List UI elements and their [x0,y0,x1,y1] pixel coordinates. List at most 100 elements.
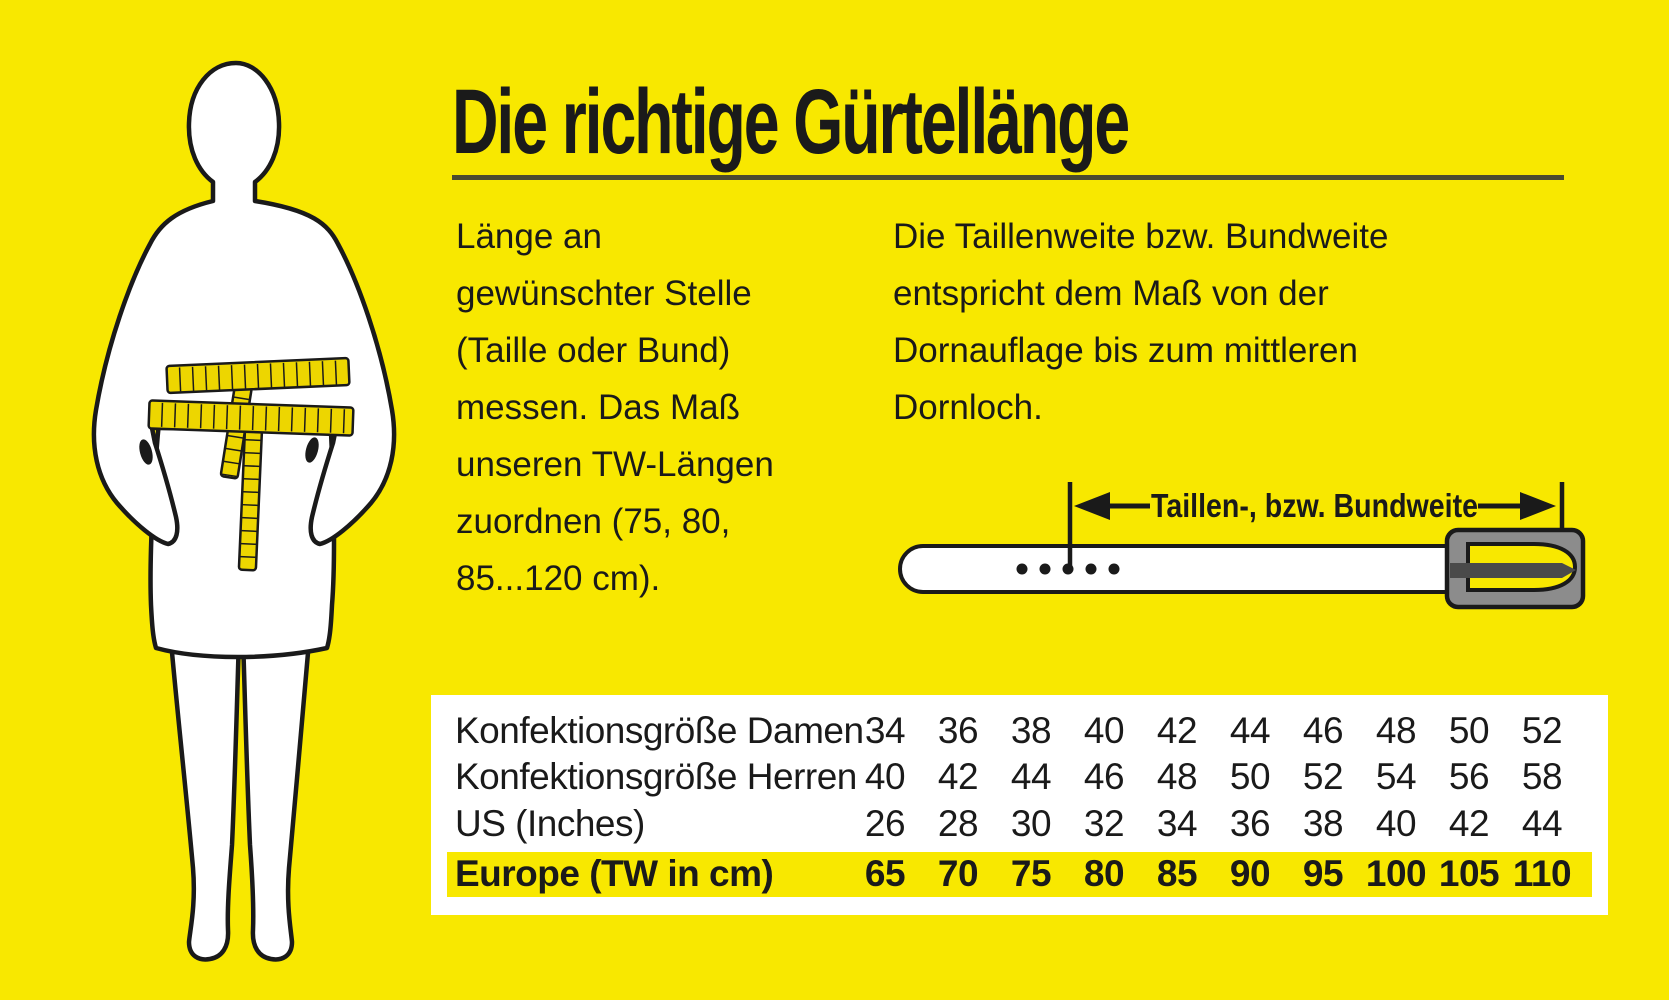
tape-tick [242,503,258,507]
left-arrow-icon [1074,492,1150,520]
size-value: 44 [1521,803,1563,844]
size-value: 32 [1083,803,1125,844]
tape-tick [221,473,237,478]
size-value: 50 [1229,756,1271,797]
tape-tick [241,529,257,533]
belt-strap [898,544,1474,594]
size-value: 42 [1156,710,1198,751]
text-line: zuordnen (75, 80, [456,502,731,541]
tape-waist-band [165,356,351,395]
size-value: 75 [1010,853,1052,894]
left-leg [167,627,242,962]
intro-paragraph-right: Die Taillenweite bzw. Bundweite entsprich… [893,208,1388,436]
person-silhouette-figure [91,60,397,962]
tape-tick [238,405,242,430]
tape-tick [251,406,255,431]
tape-hip-band [147,399,355,437]
size-value: 58 [1521,756,1563,797]
title-underline [452,175,1564,180]
tape-tick [303,407,307,432]
belt-measure-label: Taillen-, bzw. Bundweite [1151,487,1478,524]
size-value: 100 [1365,853,1427,894]
tape-tick [178,367,182,392]
size-value: 65 [864,853,906,894]
size-value: 80 [1083,853,1125,894]
tape-tick [245,439,261,442]
tape-tick [269,363,273,388]
size-value: 42 [937,756,979,797]
size-value: 48 [1156,756,1198,797]
size-value: 52 [1521,710,1563,751]
right-leg [240,627,313,962]
text-line: messen. Das Maß [456,388,740,427]
tape-tick [186,403,190,428]
tape-tick [204,366,208,391]
size-value: 36 [937,710,979,751]
table-row: Europe (TW in cm) 65 70 75 80 85 90 95 100 105 110 [431,851,1608,897]
tape-tick [230,365,234,390]
size-value: 36 [1229,803,1271,844]
size-value: 38 [1010,710,1052,751]
text-line: Dornauflage bis zum mittleren [893,331,1358,370]
tape-tick [290,407,294,432]
tape-tick [160,402,164,427]
tape-tick [321,361,325,386]
size-value: 40 [1375,803,1417,844]
size-value: 50 [1448,710,1490,751]
tape-tick [240,542,257,546]
size-value: 48 [1375,710,1417,751]
tape-tick [212,404,216,429]
table-row: Konfektionsgröße Damen 34 36 38 40 42 44 46 48 50… [431,708,1608,754]
size-value: 44 [1229,710,1271,751]
tape-tick [223,460,239,465]
size-value: 105 [1438,853,1500,894]
size-value: 38 [1302,803,1344,844]
tape-tick [264,406,268,431]
size-value: 44 [1010,756,1052,797]
size-value: 52 [1302,756,1344,797]
right-arrow-icon [1478,492,1556,520]
size-value: 26 [864,803,906,844]
tape-tick [243,490,259,494]
size-value: 42 [1448,803,1490,844]
text-line: gewünschter Stelle [456,274,752,313]
text-line: Die Taillenweite bzw. Bundweite [893,217,1389,256]
tape-tick [240,555,256,559]
tape-tick [217,365,221,390]
size-value: 34 [1156,803,1198,844]
buckle-prong [1450,563,1576,578]
tape-tick [329,408,333,433]
text-line: Dornloch. [893,388,1043,427]
size-value: 34 [864,710,906,751]
row-label: US (Inches) [455,803,645,844]
text-line: entspricht dem Maß von der [893,274,1329,313]
size-value: 54 [1375,756,1417,797]
right-hand-hip-mark [305,437,319,463]
page-title: Die richtige Gürtellänge [452,71,1130,173]
tape-tick [244,451,260,455]
tape-tick [233,396,250,401]
size-value: 46 [1302,710,1344,751]
tape-tick [199,404,203,429]
table-row: Konfektionsgröße Herren 40 42 44 46 48 50 52 54 5… [431,754,1608,800]
size-value: 46 [1083,756,1125,797]
tape-tick [227,434,243,439]
intro-paragraph-left: Länge an gewünschter Stelle (Taille oder B… [456,208,774,607]
row-label: Konfektionsgröße Herren [455,756,857,797]
tape-tick [242,516,258,520]
text-line: Länge an [456,217,602,256]
tape-tick [173,403,177,428]
left-hand-hip-mark [139,439,153,465]
tape-tick [256,363,260,389]
row-label: Europe (TW in cm) [455,853,774,894]
tape-tick [225,405,229,430]
size-value: 28 [937,803,979,844]
tape-tick [282,362,286,387]
tape-tick [295,362,299,387]
text-line: (Taille oder Bund) [456,331,731,370]
text-line: unseren TW-Längen [456,445,774,484]
size-value: 90 [1229,853,1271,894]
tape-tick [191,366,195,391]
tape-tick [308,361,312,386]
